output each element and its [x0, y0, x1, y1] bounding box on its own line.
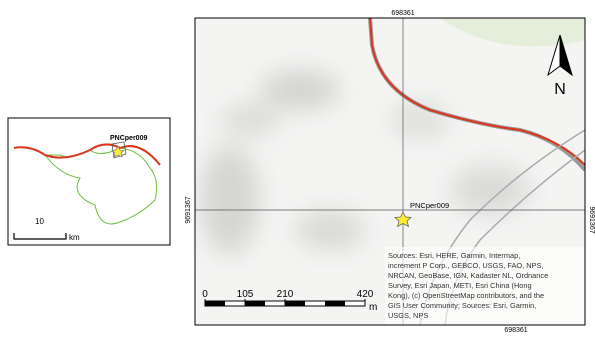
attribution-line: Survey, Esri Japan, METI, Esri China (Ho… — [388, 281, 532, 290]
inset-scale-value: 10 — [35, 217, 44, 226]
scale-bar-segment — [205, 301, 225, 306]
inset-map: PNCper009 10 km — [8, 118, 170, 245]
inset-scale-unit: km — [69, 233, 80, 242]
site-label: PNCper009 — [410, 201, 449, 210]
attribution-line: GIS User Community; Sources: Esri, Garmi… — [388, 301, 536, 310]
attribution: Sources: Esri, HERE, Garmin, Intermap,in… — [388, 251, 548, 320]
attribution-line: Kong), (c) OpenStreetMap contributors, a… — [388, 291, 544, 300]
grid-label: 698361 — [504, 327, 527, 333]
north-label: N — [554, 81, 566, 98]
scale-bar-segment — [245, 301, 265, 306]
inset-site-label: PNCper009 — [110, 135, 147, 142]
scale-bar-segment — [325, 301, 345, 306]
attribution-line: USGS, NPS — [388, 311, 428, 320]
grid-label: 9691367 — [588, 206, 595, 233]
scale-tick-label: 0 — [202, 289, 208, 300]
attribution-line: NRCAN, GeoBase, IGN, Kadaster NL, Ordnan… — [388, 271, 548, 280]
grid-label: 698361 — [391, 10, 414, 17]
scale-tick-label: 420 — [357, 289, 374, 300]
scale-tick-label: 210 — [277, 289, 294, 300]
attribution-line: increment P Corp., GEBCO, USGS, FAO, NPS… — [388, 261, 544, 270]
scale-unit: m — [369, 302, 377, 313]
attribution-line: Sources: Esri, HERE, Garmin, Intermap, — [388, 251, 520, 260]
scale-bar-segment — [285, 301, 305, 306]
main-map: PNCper009 Sources: Esri, HERE, Garmin, I… — [195, 18, 585, 325]
scale-tick-label: 105 — [237, 289, 254, 300]
map-layout: PNCper009 Sources: Esri, HERE, Garmin, I… — [0, 0, 595, 333]
grid-label: 9691367 — [185, 196, 192, 223]
